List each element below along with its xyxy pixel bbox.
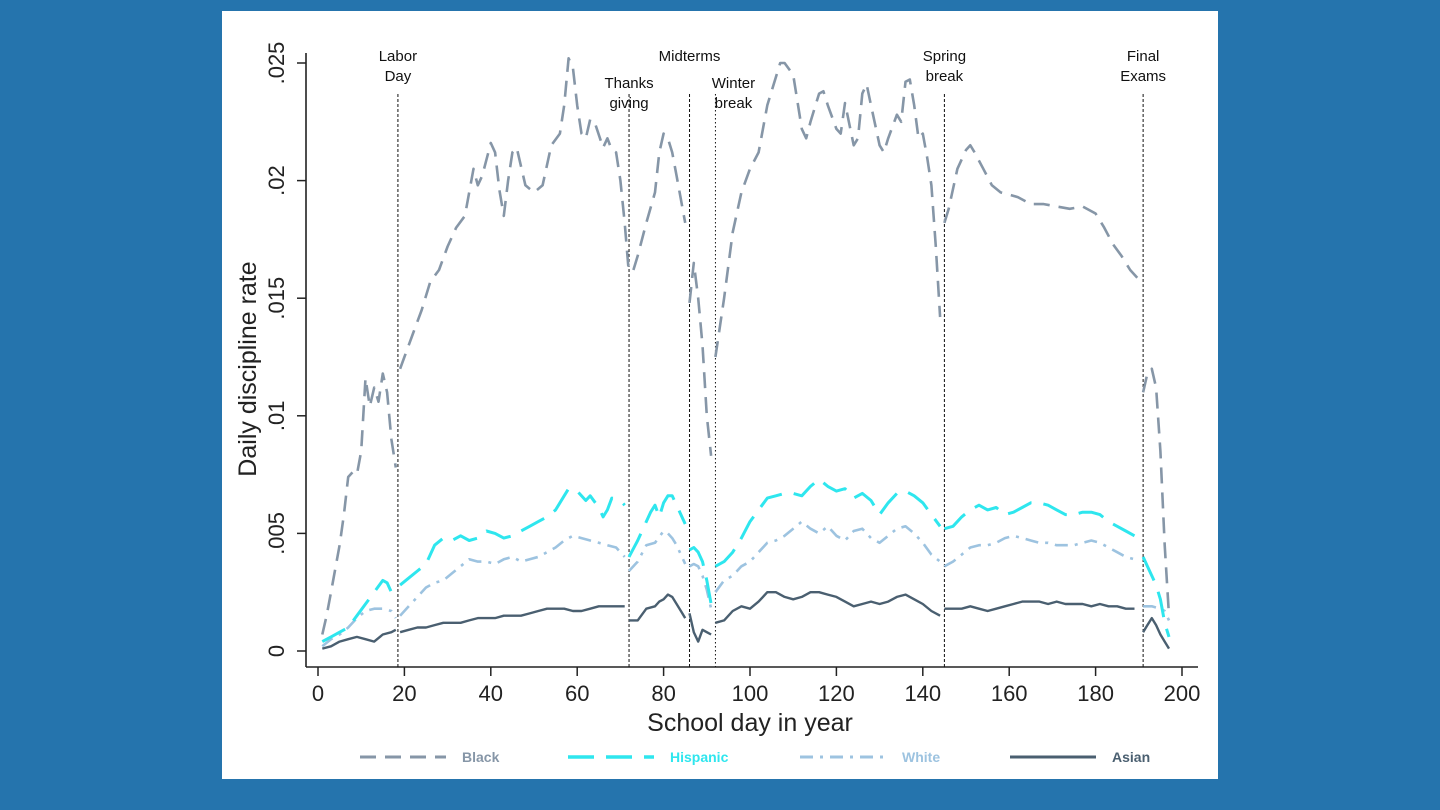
x-tick-label: 0 <box>312 681 324 706</box>
series-asian <box>321 591 1171 650</box>
y-tick-label: .02 <box>264 165 289 196</box>
x-tick-label: 40 <box>479 681 503 706</box>
event-label: Spring break <box>923 48 966 85</box>
series-line-segment <box>688 562 713 609</box>
event-label: Midterms <box>659 48 721 65</box>
legend-label: Hispanic <box>670 749 729 765</box>
x-tick-label: 160 <box>991 681 1028 706</box>
x-tick-label: 120 <box>818 681 855 706</box>
series-line-segment <box>944 600 1135 613</box>
series-line-segment <box>1142 616 1171 650</box>
event-markers: Labor Day Thanks giving Midterms Winter break S… <box>379 48 1166 667</box>
event-label: Thanks giving <box>604 75 653 112</box>
axes <box>305 53 1198 668</box>
series-line-segment <box>321 628 397 650</box>
series-line-segment <box>1141 556 1171 638</box>
series-line-segment <box>629 593 687 622</box>
y-tick-label: 0 <box>264 645 289 657</box>
series-line-segment <box>628 529 687 572</box>
series-line-segment <box>321 607 397 648</box>
y-tick-label: .025 <box>264 42 289 85</box>
series-line-segment <box>943 501 1136 538</box>
series-line-segment <box>688 261 713 456</box>
legend-item-black: Black <box>360 749 500 765</box>
y-tick-label: .005 <box>264 512 289 555</box>
series-line-segment <box>715 591 941 624</box>
legend-item-white: White <box>800 749 940 765</box>
series-line-segment <box>688 613 712 643</box>
series-line-segment <box>714 61 942 358</box>
series-line-segment <box>943 144 1140 281</box>
y-ticks: 0 .005 .01 .015 .02 .025 <box>264 42 306 657</box>
y-axis-title: Daily discipline rate <box>234 261 262 476</box>
x-axis-title: School day in year <box>647 709 853 737</box>
series-line-segment <box>1141 367 1171 616</box>
series-line-segment <box>714 520 941 593</box>
series-line-segment <box>1143 604 1171 621</box>
legend-label: Black <box>462 749 500 765</box>
series-line-segment <box>321 578 393 643</box>
x-tick-label: 80 <box>651 681 675 706</box>
event-label: Labor Day <box>379 48 417 85</box>
legend-label: White <box>902 749 940 765</box>
series-line-segment <box>688 546 713 605</box>
series-black <box>321 56 1171 635</box>
series-line-segment <box>627 494 687 558</box>
series-line-segment <box>943 534 1135 568</box>
discipline-rate-chart: 0 20 40 60 80 100 120 140 160 180 200 0 .005 .01 .015… <box>234 42 1200 765</box>
chart-card: 0 20 40 60 80 100 120 140 160 180 200 0 .005 .01 .015… <box>222 11 1218 779</box>
x-tick-label: 60 <box>565 681 589 706</box>
series-line-segment <box>632 132 687 271</box>
x-tick-label: 140 <box>904 681 941 706</box>
series-line-segment <box>399 605 625 634</box>
legend-item-asian: Asian <box>1010 749 1150 765</box>
y-tick-label: .015 <box>264 277 289 320</box>
series-hispanic <box>321 477 1171 643</box>
series-line-segment <box>399 534 626 617</box>
series-line-segment <box>398 56 631 370</box>
event-label: Winter break <box>712 75 755 112</box>
series-line-segment <box>399 487 626 587</box>
x-tick-label: 180 <box>1077 681 1114 706</box>
x-tick-label: 20 <box>392 681 416 706</box>
series-lines <box>321 56 1171 650</box>
x-ticks: 0 20 40 60 80 100 120 140 160 180 200 <box>312 667 1200 706</box>
legend: Black Hispanic White Asian <box>360 749 1150 765</box>
legend-item-hispanic: Hispanic <box>568 749 729 765</box>
series-line-segment <box>321 372 398 635</box>
event-label: Final Exams <box>1120 48 1166 85</box>
x-tick-label: 100 <box>732 681 769 706</box>
legend-label: Asian <box>1112 749 1150 765</box>
series-line-segment <box>714 477 942 568</box>
y-tick-label: .01 <box>264 401 289 432</box>
series-white <box>321 520 1171 648</box>
x-tick-label: 200 <box>1164 681 1201 706</box>
